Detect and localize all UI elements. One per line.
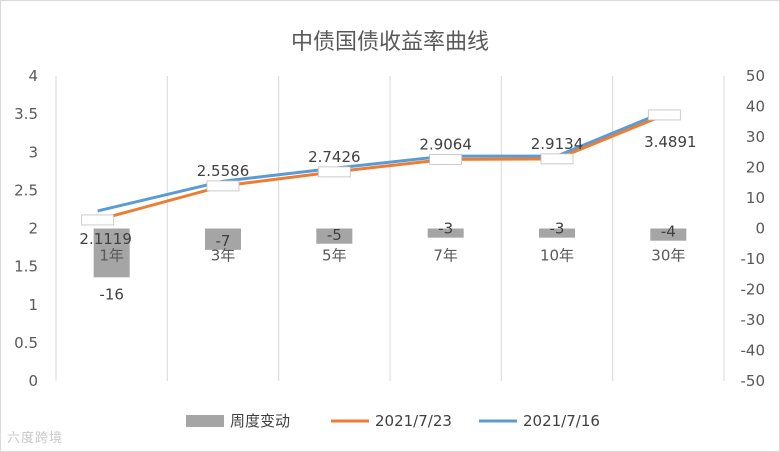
- yield-point-marker: [429, 153, 463, 165]
- weekly-change-label: -16: [99, 285, 124, 303]
- right-axis-tick: 40: [746, 98, 765, 116]
- weekly-change-bar: [93, 228, 130, 278]
- category-label: 5年: [322, 247, 347, 265]
- chart-title: 中债国债收益率曲线: [291, 30, 489, 55]
- right-axis-tick: 20: [746, 159, 765, 177]
- right-axis-tick: 50: [746, 67, 765, 85]
- legend: 周度变动 2021/7/23 2021/7/16: [186, 412, 600, 430]
- weekly-change-bar: [427, 228, 464, 238]
- yield-value-label: 3.4891: [644, 133, 697, 151]
- yield-value-label: 2.5586: [197, 162, 250, 180]
- left-axis-tick: 0: [28, 372, 38, 390]
- weekly-change-bar: [205, 228, 241, 250]
- right-axis-tick: -10: [741, 250, 766, 268]
- yield-point-marker: [81, 214, 115, 226]
- category-labels: 1年 3年 5年 7年 10年 30年: [99, 247, 685, 265]
- yield-point-marker: [647, 109, 681, 121]
- right-axis-tick: 0: [755, 220, 765, 238]
- right-axis-tick: -50: [741, 372, 766, 390]
- weekly-change-bar: [539, 228, 575, 238]
- yield-value-label: 2.9134: [531, 135, 584, 153]
- weekly-change-label: -3: [438, 220, 453, 238]
- weekly-change-label: -7: [216, 232, 231, 250]
- left-axis-tick: 1: [28, 296, 38, 314]
- legend-swatch-bar: [186, 415, 224, 427]
- yield-point-marker: [540, 153, 574, 165]
- legend-label: 2021/7/23: [375, 412, 452, 430]
- legend-label: 周度变动: [230, 412, 290, 430]
- right-axis-tick: -40: [741, 342, 766, 360]
- left-axis-tick: 3.5: [14, 105, 38, 123]
- yield-point-marker: [317, 166, 351, 178]
- weekly-change-label: -3: [550, 220, 565, 238]
- yield-value-label: 2.1119: [79, 230, 132, 248]
- left-axis-tick: 1.5: [14, 258, 38, 276]
- watermark: 六度跨境: [7, 431, 64, 446]
- yield-value-label: 2.7426: [308, 148, 361, 166]
- category-label: 10年: [540, 247, 574, 265]
- bar-series: [93, 228, 687, 278]
- grid-lines: [55, 76, 725, 381]
- left-axis-tick: 3: [28, 143, 38, 161]
- data-labels: -16 -7 -5 -3 -3 -4 2.1119 2.5586 2.7426 2.9064 2.9…: [79, 133, 696, 303]
- weekly-change-bar: [316, 228, 353, 244]
- yield-value-label: 2.9064: [419, 135, 472, 153]
- category-label: 30年: [651, 247, 685, 265]
- left-axis: 0 0.5 1 1.5 2 2.5 3 3.5 4: [14, 67, 38, 390]
- weekly-change-bar: [650, 228, 687, 241]
- right-axis-tick: -20: [741, 281, 766, 299]
- legend-label: 2021/7/16: [523, 412, 600, 430]
- category-label: 3年: [211, 247, 236, 265]
- right-axis-tick: 10: [746, 189, 765, 207]
- left-axis-tick: 2: [28, 220, 38, 238]
- weekly-change-label: -5: [327, 226, 342, 244]
- right-axis-tick: -30: [741, 311, 766, 329]
- yield-line-2021-7-16: [97, 110, 665, 213]
- left-axis-tick: 2.5: [14, 181, 38, 199]
- left-axis-tick: 0.5: [14, 334, 38, 352]
- right-axis-tick: 30: [746, 128, 765, 146]
- left-axis-tick: 4: [28, 67, 38, 85]
- category-label: 1年: [99, 247, 124, 265]
- yield-point-marker: [206, 180, 240, 192]
- yield-line-2021-7-23: [97, 113, 665, 222]
- right-axis: -50 -40 -30 -20 -10 0 10 20 30 40 50: [741, 67, 766, 390]
- line-series: [81, 109, 681, 226]
- category-label: 7年: [433, 247, 458, 265]
- weekly-change-label: -4: [661, 223, 676, 241]
